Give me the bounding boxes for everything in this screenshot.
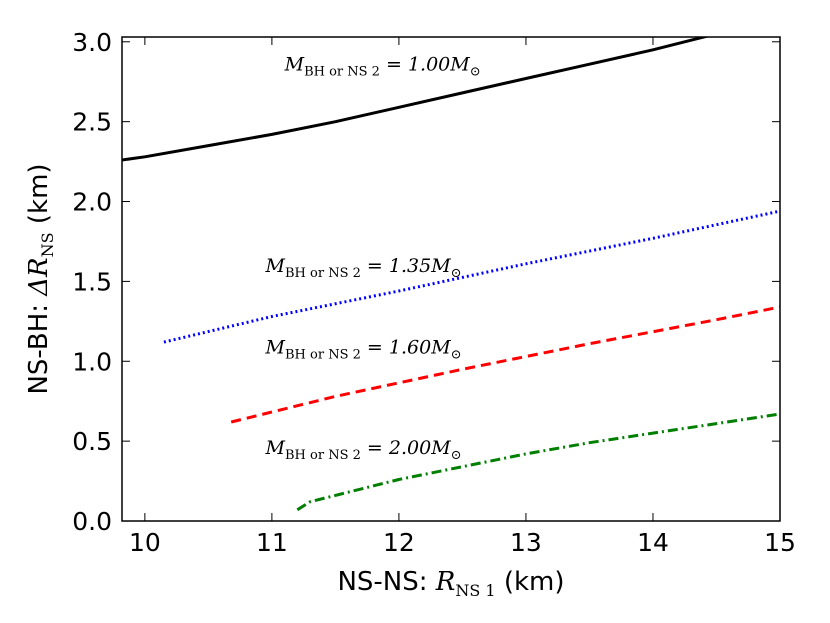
x-axis-label-symbol: R: [435, 567, 456, 597]
series-line-2: [163, 209, 780, 344]
series-layer: [122, 37, 780, 512]
y-axis-label-symbol: ΔR: [24, 257, 54, 296]
series-annotation-4: MBH or NS 2 = 2.00M⊙: [265, 437, 462, 463]
series-annotation-2: MBH or NS 2 = 1.35M⊙: [265, 255, 462, 281]
y-tick-label: 0.0: [72, 507, 112, 536]
annotation-layer: MBH or NS 2 = 1.00M⊙ MBH or NS 2 = 1.35M⊙…: [265, 54, 481, 463]
x-axis-label-suffix: (km): [496, 567, 565, 597]
x-axis-label-prefix: NS-NS:: [337, 567, 435, 597]
series-annotation-1: MBH or NS 2 = 1.00M⊙: [284, 54, 481, 80]
plot-frame: [121, 36, 781, 522]
y-axis-label-suffix: (km): [24, 163, 54, 232]
y-tick-label: 2.5: [72, 108, 112, 137]
x-tick-label: 13: [510, 528, 542, 557]
series-line-1: [122, 37, 710, 162]
y-tick-label: 1.5: [72, 267, 112, 296]
y-tick-label: 2.0: [72, 188, 112, 217]
x-tick-label: 12: [383, 528, 415, 557]
tick-layer: 10 11 12 13 14 15 0.0 0.5 1.0 1.5 2.0 2.5 3.0: [72, 28, 796, 557]
x-tick-label: 14: [637, 528, 669, 557]
series-line-4: [296, 412, 780, 512]
y-tick-label: 0.5: [72, 427, 112, 456]
x-axis-label: NS-NS: RNS 1 (km): [337, 567, 564, 600]
y-tick-label: 1.0: [72, 347, 112, 376]
series-line-3: [230, 305, 780, 424]
y-axis-label: NS-BH: ΔRNS (km): [24, 163, 57, 394]
y-tick-label: 3.0: [72, 28, 112, 57]
plot-background: [122, 37, 780, 521]
x-tick-label: 11: [256, 528, 288, 557]
x-tick-label: 15: [764, 528, 796, 557]
x-tick-label: 10: [129, 528, 161, 557]
series-annotation-3: MBH or NS 2 = 1.60M⊙: [265, 336, 462, 362]
x-axis-label-subscript: NS 1: [455, 581, 495, 600]
y-axis-label-prefix: NS-BH:: [24, 296, 54, 395]
y-axis-label-subscript: NS: [38, 232, 57, 257]
